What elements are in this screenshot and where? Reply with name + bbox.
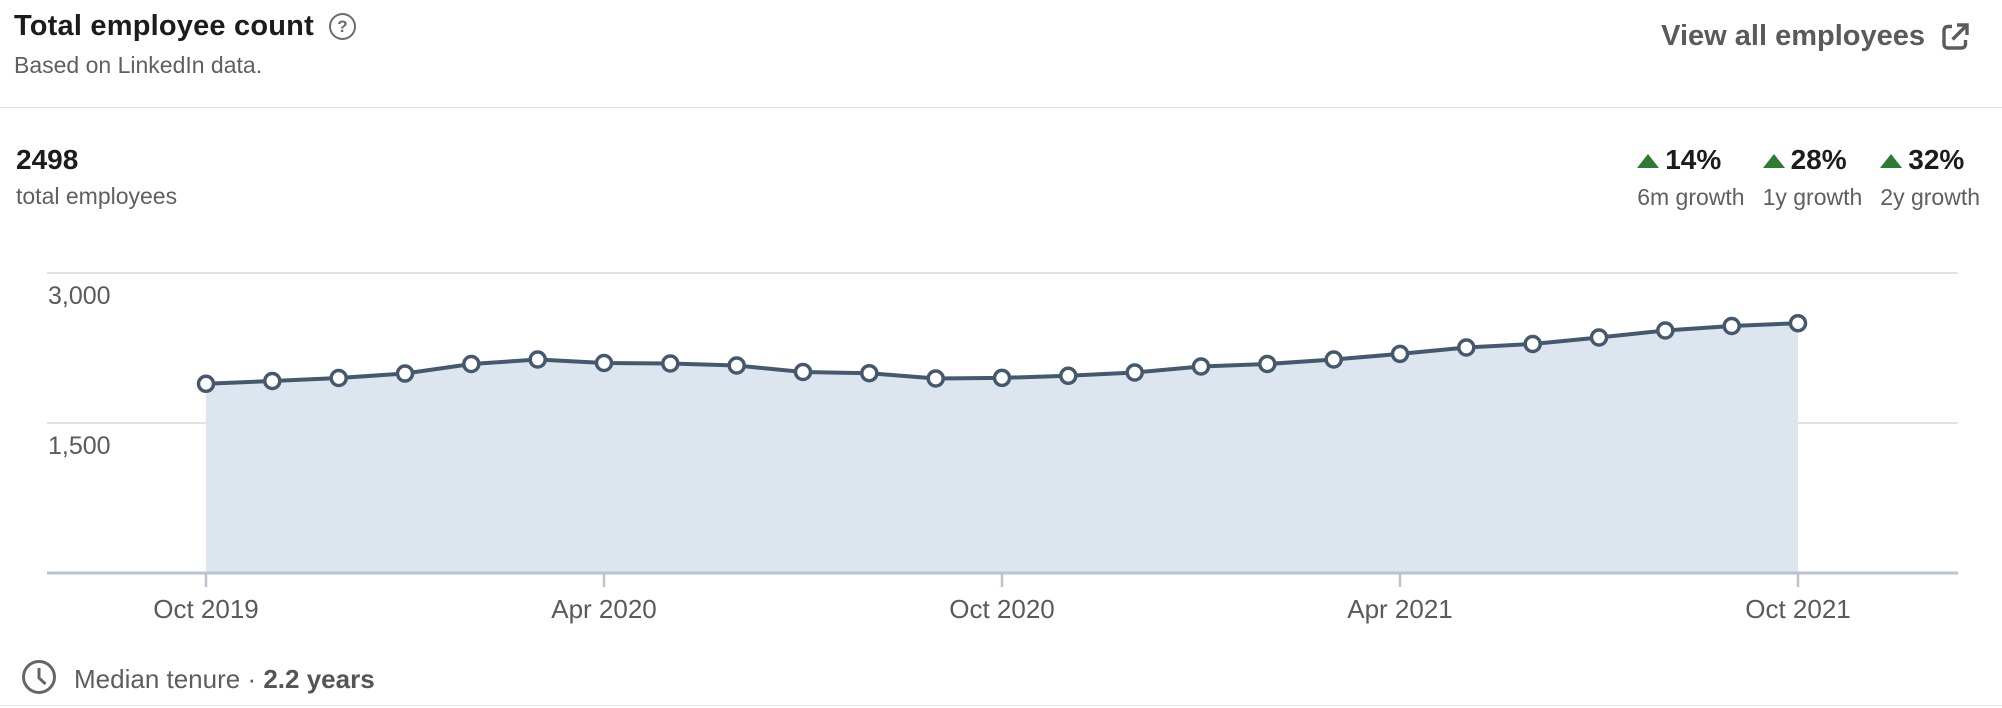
data-point-marker[interactable] bbox=[1191, 357, 1211, 376]
growth-6m-value: 14% bbox=[1665, 144, 1722, 175]
growth-up-icon bbox=[1762, 154, 1785, 168]
y-axis-label: 1,500 bbox=[48, 432, 111, 460]
data-point-marker[interactable] bbox=[1125, 363, 1144, 382]
median-tenure-row: Median tenure · 2.2 years bbox=[20, 658, 375, 701]
growth-1y-value: 28% bbox=[1790, 144, 1847, 175]
growth-up-icon bbox=[1637, 154, 1660, 168]
help-icon[interactable]: ? bbox=[328, 13, 356, 40]
card-header: Total employee count ? Based on LinkedIn… bbox=[14, 10, 356, 79]
data-point-marker[interactable] bbox=[926, 369, 945, 388]
data-point-marker[interactable] bbox=[1722, 316, 1741, 336]
data-point-marker[interactable] bbox=[395, 364, 415, 383]
median-tenure-text: Median tenure · 2.2 years bbox=[74, 664, 375, 695]
total-employees-value: 2498 bbox=[16, 144, 79, 175]
y-axis-label: 3,000 bbox=[48, 282, 111, 310]
data-point-marker[interactable] bbox=[462, 354, 481, 374]
x-tick-label: Oct 2019 bbox=[153, 594, 259, 624]
data-point-marker[interactable] bbox=[1589, 328, 1609, 347]
data-point-marker[interactable] bbox=[1788, 313, 1808, 333]
data-point-marker[interactable] bbox=[1258, 354, 1277, 374]
growth-stats: 14% 6m growth 28% 1y growth 32% 2y growt… bbox=[1637, 144, 1980, 211]
data-point-marker[interactable] bbox=[594, 353, 614, 373]
view-all-employees-link[interactable]: View all employees bbox=[1661, 20, 1972, 53]
x-tick-label: Oct 2021 bbox=[1745, 594, 1851, 624]
growth-stat-2y: 32% 2y growth bbox=[1880, 144, 1980, 211]
data-point-marker[interactable] bbox=[1457, 338, 1476, 357]
subtitle: Based on LinkedIn data. bbox=[14, 52, 263, 78]
median-tenure-label: Median tenure · bbox=[74, 664, 257, 694]
x-tick-label: Oct 2020 bbox=[949, 594, 1055, 624]
total-employees-label: total employees bbox=[16, 183, 178, 209]
growth-1y-label: 1y growth bbox=[1762, 184, 1863, 210]
data-point-marker[interactable] bbox=[263, 371, 282, 391]
data-point-marker[interactable] bbox=[793, 362, 813, 382]
employee-count-chart: 1,500 3,000 Oct 2019 Apr 2020 Oct 2020 Apr 20… bbox=[47, 272, 1958, 624]
data-point-marker[interactable] bbox=[860, 363, 879, 383]
data-point-marker[interactable] bbox=[196, 374, 216, 394]
x-tick-label: Apr 2021 bbox=[1347, 594, 1453, 624]
growth-stat-1y: 28% 1y growth bbox=[1762, 144, 1863, 211]
view-all-label: View all employees bbox=[1661, 20, 1925, 52]
growth-2y-value: 32% bbox=[1908, 144, 1965, 175]
bottom-divider bbox=[0, 705, 2002, 706]
page-title: Total employee count bbox=[14, 10, 314, 42]
data-point-marker[interactable] bbox=[528, 350, 547, 369]
growth-stat-6m: 14% 6m growth bbox=[1637, 144, 1745, 211]
data-point-marker[interactable] bbox=[329, 368, 348, 388]
data-point-marker[interactable] bbox=[1390, 344, 1410, 364]
data-point-marker[interactable] bbox=[661, 354, 680, 373]
clock-icon bbox=[20, 658, 58, 701]
data-point-marker[interactable] bbox=[1324, 350, 1343, 369]
external-link-icon bbox=[1939, 20, 1972, 53]
header-divider bbox=[0, 107, 2002, 108]
data-point-marker[interactable] bbox=[992, 368, 1012, 388]
data-point-marker[interactable] bbox=[1656, 321, 1675, 340]
total-employees-stat: 2498 total employees bbox=[16, 144, 177, 210]
growth-2y-label: 2y growth bbox=[1880, 184, 1980, 210]
median-tenure-value: 2.2 years bbox=[263, 664, 375, 694]
growth-6m-label: 6m growth bbox=[1637, 184, 1745, 210]
data-point-marker[interactable] bbox=[727, 356, 746, 375]
area-fill bbox=[206, 323, 1798, 573]
growth-up-icon bbox=[1880, 154, 1903, 168]
x-tick-label: Apr 2020 bbox=[551, 594, 657, 624]
data-point-marker[interactable] bbox=[1059, 366, 1078, 386]
data-point-marker[interactable] bbox=[1523, 334, 1542, 354]
